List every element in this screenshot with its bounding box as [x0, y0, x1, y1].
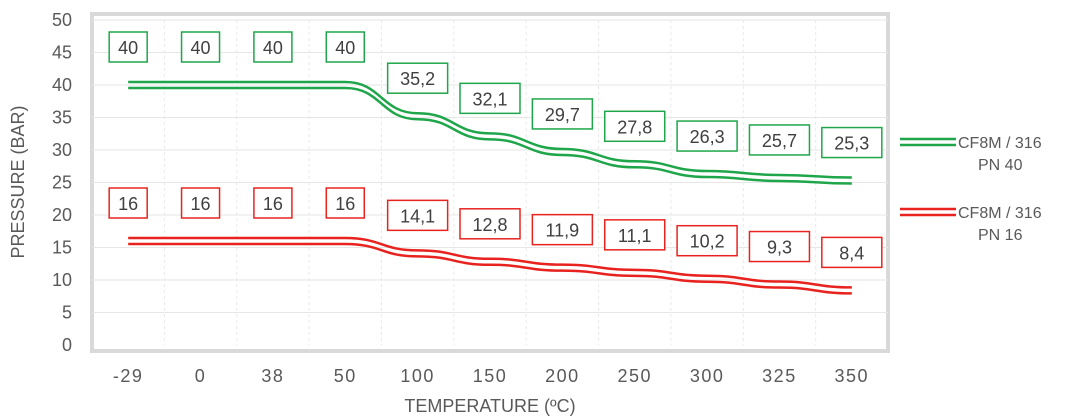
- y-axis: 0 5 10 15 20 25 30 35 40 45 50: [52, 10, 72, 355]
- data-label: 40: [335, 38, 355, 58]
- legend-label-line2: PN 16: [978, 227, 1023, 244]
- x-axis: -29 0 38 50 100 150 200 250 300 325 350: [113, 366, 869, 386]
- x-tick-label: 100: [400, 366, 435, 386]
- x-axis-title: TEMPERATURE (ºC): [404, 396, 575, 416]
- data-label: 25,3: [834, 134, 869, 154]
- x-tick-label: -29: [113, 366, 144, 386]
- x-tick-label: 250: [617, 366, 652, 386]
- data-label: 16: [335, 194, 355, 214]
- y-tick-label: 0: [62, 335, 72, 355]
- data-label: 40: [263, 38, 283, 58]
- x-tick-label: 300: [690, 366, 725, 386]
- y-axis-title: PRESSURE (BAR): [8, 105, 28, 258]
- y-tick-label: 40: [52, 75, 72, 95]
- y-tick-label: 10: [52, 270, 72, 290]
- data-label: 25,7: [762, 131, 797, 151]
- legend-label: CF8M / 316: [958, 205, 1042, 222]
- data-label: 9,3: [767, 238, 792, 258]
- data-label: 14,1: [400, 206, 435, 226]
- data-label: 11,9: [546, 221, 580, 241]
- data-label: 32,1: [472, 89, 507, 109]
- x-tick-label: 200: [545, 366, 580, 386]
- x-tick-label: 38: [261, 366, 284, 386]
- data-label: 16: [118, 194, 138, 214]
- y-tick-label: 45: [52, 43, 72, 63]
- data-label: 16: [263, 194, 283, 214]
- y-tick-label: 30: [52, 140, 72, 160]
- x-tick-label: 350: [835, 366, 870, 386]
- x-tick-label: 150: [473, 366, 508, 386]
- y-tick-label: 50: [52, 10, 72, 30]
- data-label: 27,8: [617, 117, 652, 137]
- data-label: 29,7: [545, 105, 580, 125]
- data-label: 12,8: [472, 215, 507, 235]
- x-tick-label: 50: [334, 366, 357, 386]
- data-label: 40: [191, 38, 211, 58]
- y-tick-label: 15: [52, 238, 72, 258]
- y-tick-label: 20: [52, 205, 72, 225]
- y-tick-label: 5: [62, 303, 72, 323]
- y-tick-label: 35: [52, 108, 72, 128]
- data-label: 16: [191, 194, 211, 214]
- data-label: 40: [118, 38, 138, 58]
- legend: CF8M / 316 PN 40 CF8M / 316 PN 16: [900, 135, 1042, 244]
- data-label: 10,2: [690, 232, 725, 252]
- y-tick-label: 25: [52, 173, 72, 193]
- data-label: 26,3: [690, 127, 725, 147]
- legend-label-line2: PN 40: [978, 157, 1023, 174]
- data-label: 11,1: [618, 226, 652, 246]
- x-tick-label: 0: [195, 366, 207, 386]
- data-label: 35,2: [400, 69, 435, 89]
- x-tick-label: 325: [762, 366, 797, 386]
- data-label: 8,4: [839, 243, 864, 263]
- legend-label: CF8M / 316: [958, 135, 1042, 152]
